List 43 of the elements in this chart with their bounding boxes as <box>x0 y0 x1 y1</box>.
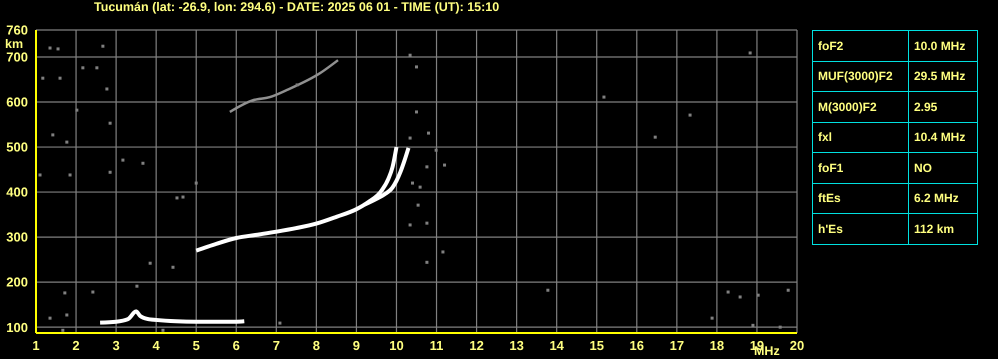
y-tick-label: 500 <box>6 140 28 155</box>
x-tick-label: 6 <box>232 338 240 354</box>
text: 2.95 <box>914 100 938 114</box>
x-tick-label: 2 <box>72 338 80 354</box>
x-tick-label: 20 <box>790 338 804 354</box>
text: 6.2 MHz <box>914 191 959 206</box>
x-tick-label: 7 <box>272 338 280 354</box>
category-label: foF2 <box>812 30 908 61</box>
text: 10.4 MHz <box>914 130 966 144</box>
category-label: fxl <box>812 122 908 152</box>
y-tick-label: 760 <box>6 22 28 38</box>
category-label: foF1 <box>812 152 908 183</box>
text: 29.5 MHz <box>914 69 966 84</box>
x-tick-label: 1 <box>32 338 40 354</box>
y-tick-label: 600 <box>6 94 28 110</box>
x-tick-label: 5 <box>192 338 200 354</box>
y-tick-label: 300 <box>6 230 28 245</box>
x-tick-label: 3 <box>112 338 120 354</box>
category-label: ftEs <box>812 183 908 214</box>
x-tick-label: 10 <box>389 338 404 354</box>
x-tick-label: 18 <box>710 338 724 354</box>
category-label: M(3000)F2 <box>812 92 908 122</box>
x-tick-label: 15 <box>590 338 604 354</box>
y-axis-title: km <box>5 37 24 51</box>
x-tick-label: 12 <box>469 338 484 354</box>
x-tick-label: 14 <box>549 338 565 354</box>
x-tick-label: 8 <box>312 338 320 354</box>
chart-title: Tucumán (lat: -26.9, lon: 294.6) - DATE: 2025 06 01 - TIME (UT): 15:10 <box>94 0 500 14</box>
category-label: h'Es <box>812 214 908 244</box>
y-tick-label: 400 <box>6 184 28 200</box>
x-tick-label: 9 <box>352 338 360 354</box>
y-tick-label: 200 <box>6 274 28 290</box>
category-label: MUF(3000)F2 <box>812 61 908 92</box>
x-tick-label: 4 <box>152 338 161 354</box>
text: 112 km <box>914 222 954 236</box>
text: 10.0 MHz <box>914 38 966 53</box>
y-tick-label: 100 <box>6 320 28 335</box>
x-tick-label: 13 <box>509 338 524 354</box>
y-tick-label: 700 <box>6 50 28 65</box>
x-tick-label: 16 <box>630 338 644 354</box>
text: NO <box>914 160 932 175</box>
x-tick-label: 11 <box>430 338 444 354</box>
x-tick-label: 17 <box>670 338 684 354</box>
